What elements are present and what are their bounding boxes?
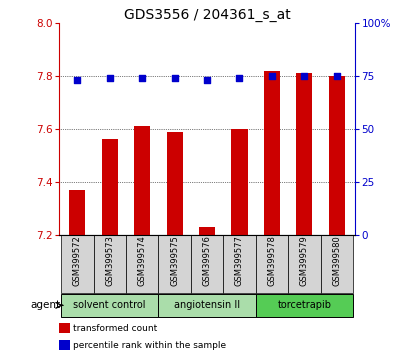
Text: GSM399579: GSM399579 [299,236,308,286]
Bar [101,139,117,235]
Point [203,77,210,83]
Text: GSM399572: GSM399572 [73,236,81,286]
Bar [263,71,279,235]
Bar [328,76,344,235]
Text: GSM399576: GSM399576 [202,235,211,286]
Text: GSM399574: GSM399574 [137,236,146,286]
Point [139,75,145,81]
Bar [223,235,255,293]
Text: percentile rank within the sample: percentile rank within the sample [72,341,225,350]
Text: torcetrapib: torcetrapib [277,300,330,310]
Bar [320,235,352,293]
Bar [190,235,223,293]
Bar [126,235,158,293]
Bar [61,295,158,317]
Text: angiotensin II: angiotensin II [173,300,240,310]
Bar [93,235,126,293]
Bar [288,235,320,293]
Bar [198,227,215,235]
Text: GSM399577: GSM399577 [234,235,243,286]
Text: GSM399575: GSM399575 [170,236,179,286]
Bar [166,131,182,235]
Text: GSM399578: GSM399578 [267,235,276,286]
Bar [255,235,288,293]
Text: solvent control: solvent control [73,300,146,310]
Text: agent: agent [30,300,60,310]
Title: GDS3556 / 204361_s_at: GDS3556 / 204361_s_at [124,8,290,22]
Bar [61,235,93,293]
Bar [255,295,352,317]
Point [333,73,339,79]
Bar [69,190,85,235]
Bar [134,126,150,235]
Point [300,73,307,79]
Point [171,75,178,81]
Text: GSM399573: GSM399573 [105,235,114,286]
Bar [158,295,255,317]
Point [74,77,81,83]
Bar [231,129,247,235]
Text: GSM399580: GSM399580 [332,236,340,286]
Point [268,73,274,79]
Bar [158,235,190,293]
Point [236,75,242,81]
Bar [296,73,312,235]
Text: transformed count: transformed count [72,324,156,333]
Point [106,75,113,81]
